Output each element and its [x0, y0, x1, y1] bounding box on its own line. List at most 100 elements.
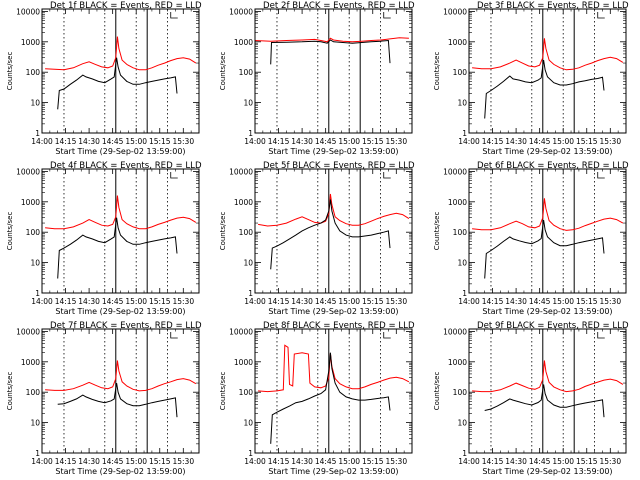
x-tick-label: 14:45 — [529, 137, 551, 146]
y-axis-label: Counts/sec — [6, 372, 14, 411]
x-tick-label: 15:00 — [125, 457, 147, 466]
y-tick-label: 1 — [35, 129, 40, 138]
y-axis-label: Counts/sec — [433, 212, 441, 251]
y-axis-label: Counts/sec — [433, 52, 441, 91]
chart-panel-5: Det 5f BLACK = Events, RED = LLD Counts/s… — [219, 161, 415, 316]
x-tick-label: 15:00 — [552, 137, 574, 146]
x-tick-label: 14:00 — [458, 297, 480, 306]
y-tick-label: 100 — [453, 68, 468, 77]
y-tick-label: 1000 — [234, 198, 253, 207]
x-axis-label: Start Time (29-Sep-02 13:59:00) — [482, 307, 612, 316]
chart-title: Det 9f BLACK = Events, RED = LLD — [477, 321, 629, 331]
x-tick-label: 14:00 — [31, 137, 53, 146]
chart-title: Det 5f BLACK = Events, RED = LLD — [263, 161, 415, 171]
x-tick-label: 14:15 — [268, 137, 290, 146]
y-tick-label: 1 — [35, 289, 40, 298]
y-tick-label: 1000 — [21, 358, 40, 367]
y-tick-label: 1000 — [448, 198, 467, 207]
x-axis-label: Start Time (29-Sep-02 13:59:00) — [482, 467, 612, 476]
y-tick-label: 100 — [26, 388, 41, 397]
x-tick-label: 14:45 — [315, 137, 337, 146]
y-tick-label: 1 — [462, 129, 467, 138]
y-tick-label: 10 — [243, 99, 253, 108]
x-tick-label: 15:00 — [338, 457, 360, 466]
x-tick-label: 14:15 — [55, 137, 77, 146]
x-tick-label: 14:00 — [458, 137, 480, 146]
plot-frame — [468, 8, 627, 134]
y-tick-label: 1 — [35, 449, 40, 458]
y-tick-label: 10 — [243, 259, 253, 268]
x-tick-label: 14:45 — [529, 457, 551, 466]
x-tick-label: 15:30 — [385, 297, 407, 306]
y-tick-label: 10000 — [16, 327, 40, 336]
y-tick-label: 1 — [248, 289, 253, 298]
x-tick-label: 15:00 — [125, 137, 147, 146]
plot-frame — [254, 8, 413, 134]
corner-marker — [170, 332, 178, 339]
chart-title: Det 7f BLACK = Events, RED = LLD — [50, 321, 202, 331]
x-tick-label: 15:30 — [599, 137, 621, 146]
x-tick-label: 15:30 — [599, 297, 621, 306]
corner-marker — [383, 332, 391, 339]
x-tick-label: 15:15 — [362, 457, 384, 466]
x-tick-label: 15:15 — [576, 457, 598, 466]
x-tick-label: 14:00 — [244, 137, 266, 146]
x-tick-label: 14:45 — [315, 297, 337, 306]
x-tick-label: 15:00 — [125, 297, 147, 306]
y-axis-label: Counts/sec — [219, 212, 227, 251]
corner-marker — [383, 172, 391, 179]
x-tick-label: 15:00 — [552, 297, 574, 306]
x-tick-label: 15:15 — [149, 457, 171, 466]
x-tick-label: 14:30 — [505, 457, 527, 466]
x-tick-label: 14:45 — [102, 457, 124, 466]
x-tick-label: 15:30 — [599, 457, 621, 466]
y-tick-label: 1000 — [234, 358, 253, 367]
x-tick-label: 14:15 — [482, 457, 504, 466]
plot-frame — [468, 328, 627, 454]
chart-title: Det 3f BLACK = Events, RED = LLD — [477, 1, 629, 11]
chart-title: Det 6f BLACK = Events, RED = LLD — [477, 161, 629, 171]
x-tick-label: 14:45 — [315, 457, 337, 466]
chart-title: Det 2f BLACK = Events, RED = LLD — [263, 1, 415, 11]
x-tick-label: 14:30 — [78, 297, 100, 306]
x-tick-label: 14:45 — [102, 297, 124, 306]
x-axis-label: Start Time (29-Sep-02 13:59:00) — [268, 467, 398, 476]
x-axis-label: Start Time (29-Sep-02 13:59:00) — [55, 467, 185, 476]
series-line-black — [484, 60, 605, 119]
chart-panel-4: Det 4f BLACK = Events, RED = LLD Counts/s… — [6, 161, 202, 316]
plot-frame — [41, 168, 200, 294]
y-tick-label: 100 — [239, 68, 254, 77]
chart-panel-7: Det 7f BLACK = Events, RED = LLD Counts/s… — [6, 321, 202, 476]
chart-title: Det 4f BLACK = Events, RED = LLD — [50, 161, 202, 171]
x-tick-label: 14:45 — [529, 297, 551, 306]
plot-frame — [254, 168, 413, 294]
y-tick-label: 1 — [248, 449, 253, 458]
chart-panel-2: Det 2f BLACK = Events, RED = LLD Counts/s… — [219, 1, 415, 156]
chart-panel-3: Det 3f BLACK = Events, RED = LLD Counts/s… — [433, 1, 629, 156]
series-line-red — [45, 360, 197, 392]
x-axis-label: Start Time (29-Sep-02 13:59:00) — [268, 147, 398, 156]
x-tick-label: 14:30 — [505, 297, 527, 306]
series-line-black — [57, 57, 178, 110]
corner-marker — [170, 12, 178, 19]
y-tick-label: 10000 — [443, 327, 467, 336]
x-tick-label: 14:30 — [505, 137, 527, 146]
y-tick-label: 10000 — [229, 7, 253, 16]
x-axis-label: Start Time (29-Sep-02 13:59:00) — [268, 307, 398, 316]
series-line-red — [472, 198, 624, 231]
series-line-black — [484, 384, 605, 418]
x-tick-label: 14:15 — [55, 297, 77, 306]
x-tick-label: 14:30 — [78, 457, 100, 466]
x-tick-label: 14:45 — [102, 137, 124, 146]
y-tick-label: 100 — [453, 228, 468, 237]
y-tick-label: 1000 — [234, 38, 253, 47]
x-tick-label: 14:15 — [482, 137, 504, 146]
y-tick-label: 10000 — [443, 167, 467, 176]
x-tick-label: 15:15 — [149, 137, 171, 146]
series-line-black — [270, 199, 391, 270]
plot-frame — [41, 328, 200, 454]
y-tick-label: 1 — [462, 449, 467, 458]
series-line-red — [472, 38, 624, 71]
y-axis-label: Counts/sec — [6, 212, 14, 251]
